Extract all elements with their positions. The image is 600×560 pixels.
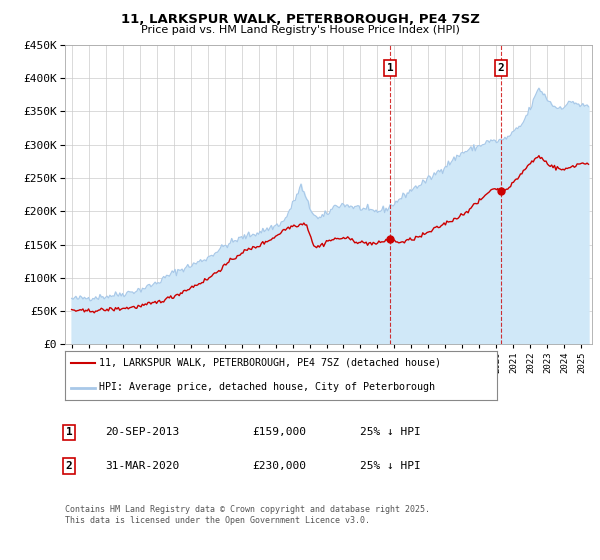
Text: 20-SEP-2013: 20-SEP-2013 [105,427,179,437]
Text: 2: 2 [497,63,504,73]
Text: 11, LARKSPUR WALK, PETERBOROUGH, PE4 7SZ (detached house): 11, LARKSPUR WALK, PETERBOROUGH, PE4 7SZ… [100,358,442,368]
Text: 1: 1 [65,427,73,437]
Text: 11, LARKSPUR WALK, PETERBOROUGH, PE4 7SZ: 11, LARKSPUR WALK, PETERBOROUGH, PE4 7SZ [121,13,479,26]
Text: £159,000: £159,000 [252,427,306,437]
Text: £230,000: £230,000 [252,461,306,471]
Text: 1: 1 [386,63,393,73]
Text: Contains HM Land Registry data © Crown copyright and database right 2025.
This d: Contains HM Land Registry data © Crown c… [65,505,430,525]
Text: 25% ↓ HPI: 25% ↓ HPI [360,427,421,437]
Text: 2: 2 [65,461,73,471]
Text: 31-MAR-2020: 31-MAR-2020 [105,461,179,471]
Text: Price paid vs. HM Land Registry's House Price Index (HPI): Price paid vs. HM Land Registry's House … [140,25,460,35]
Text: HPI: Average price, detached house, City of Peterborough: HPI: Average price, detached house, City… [100,382,436,392]
Text: 25% ↓ HPI: 25% ↓ HPI [360,461,421,471]
